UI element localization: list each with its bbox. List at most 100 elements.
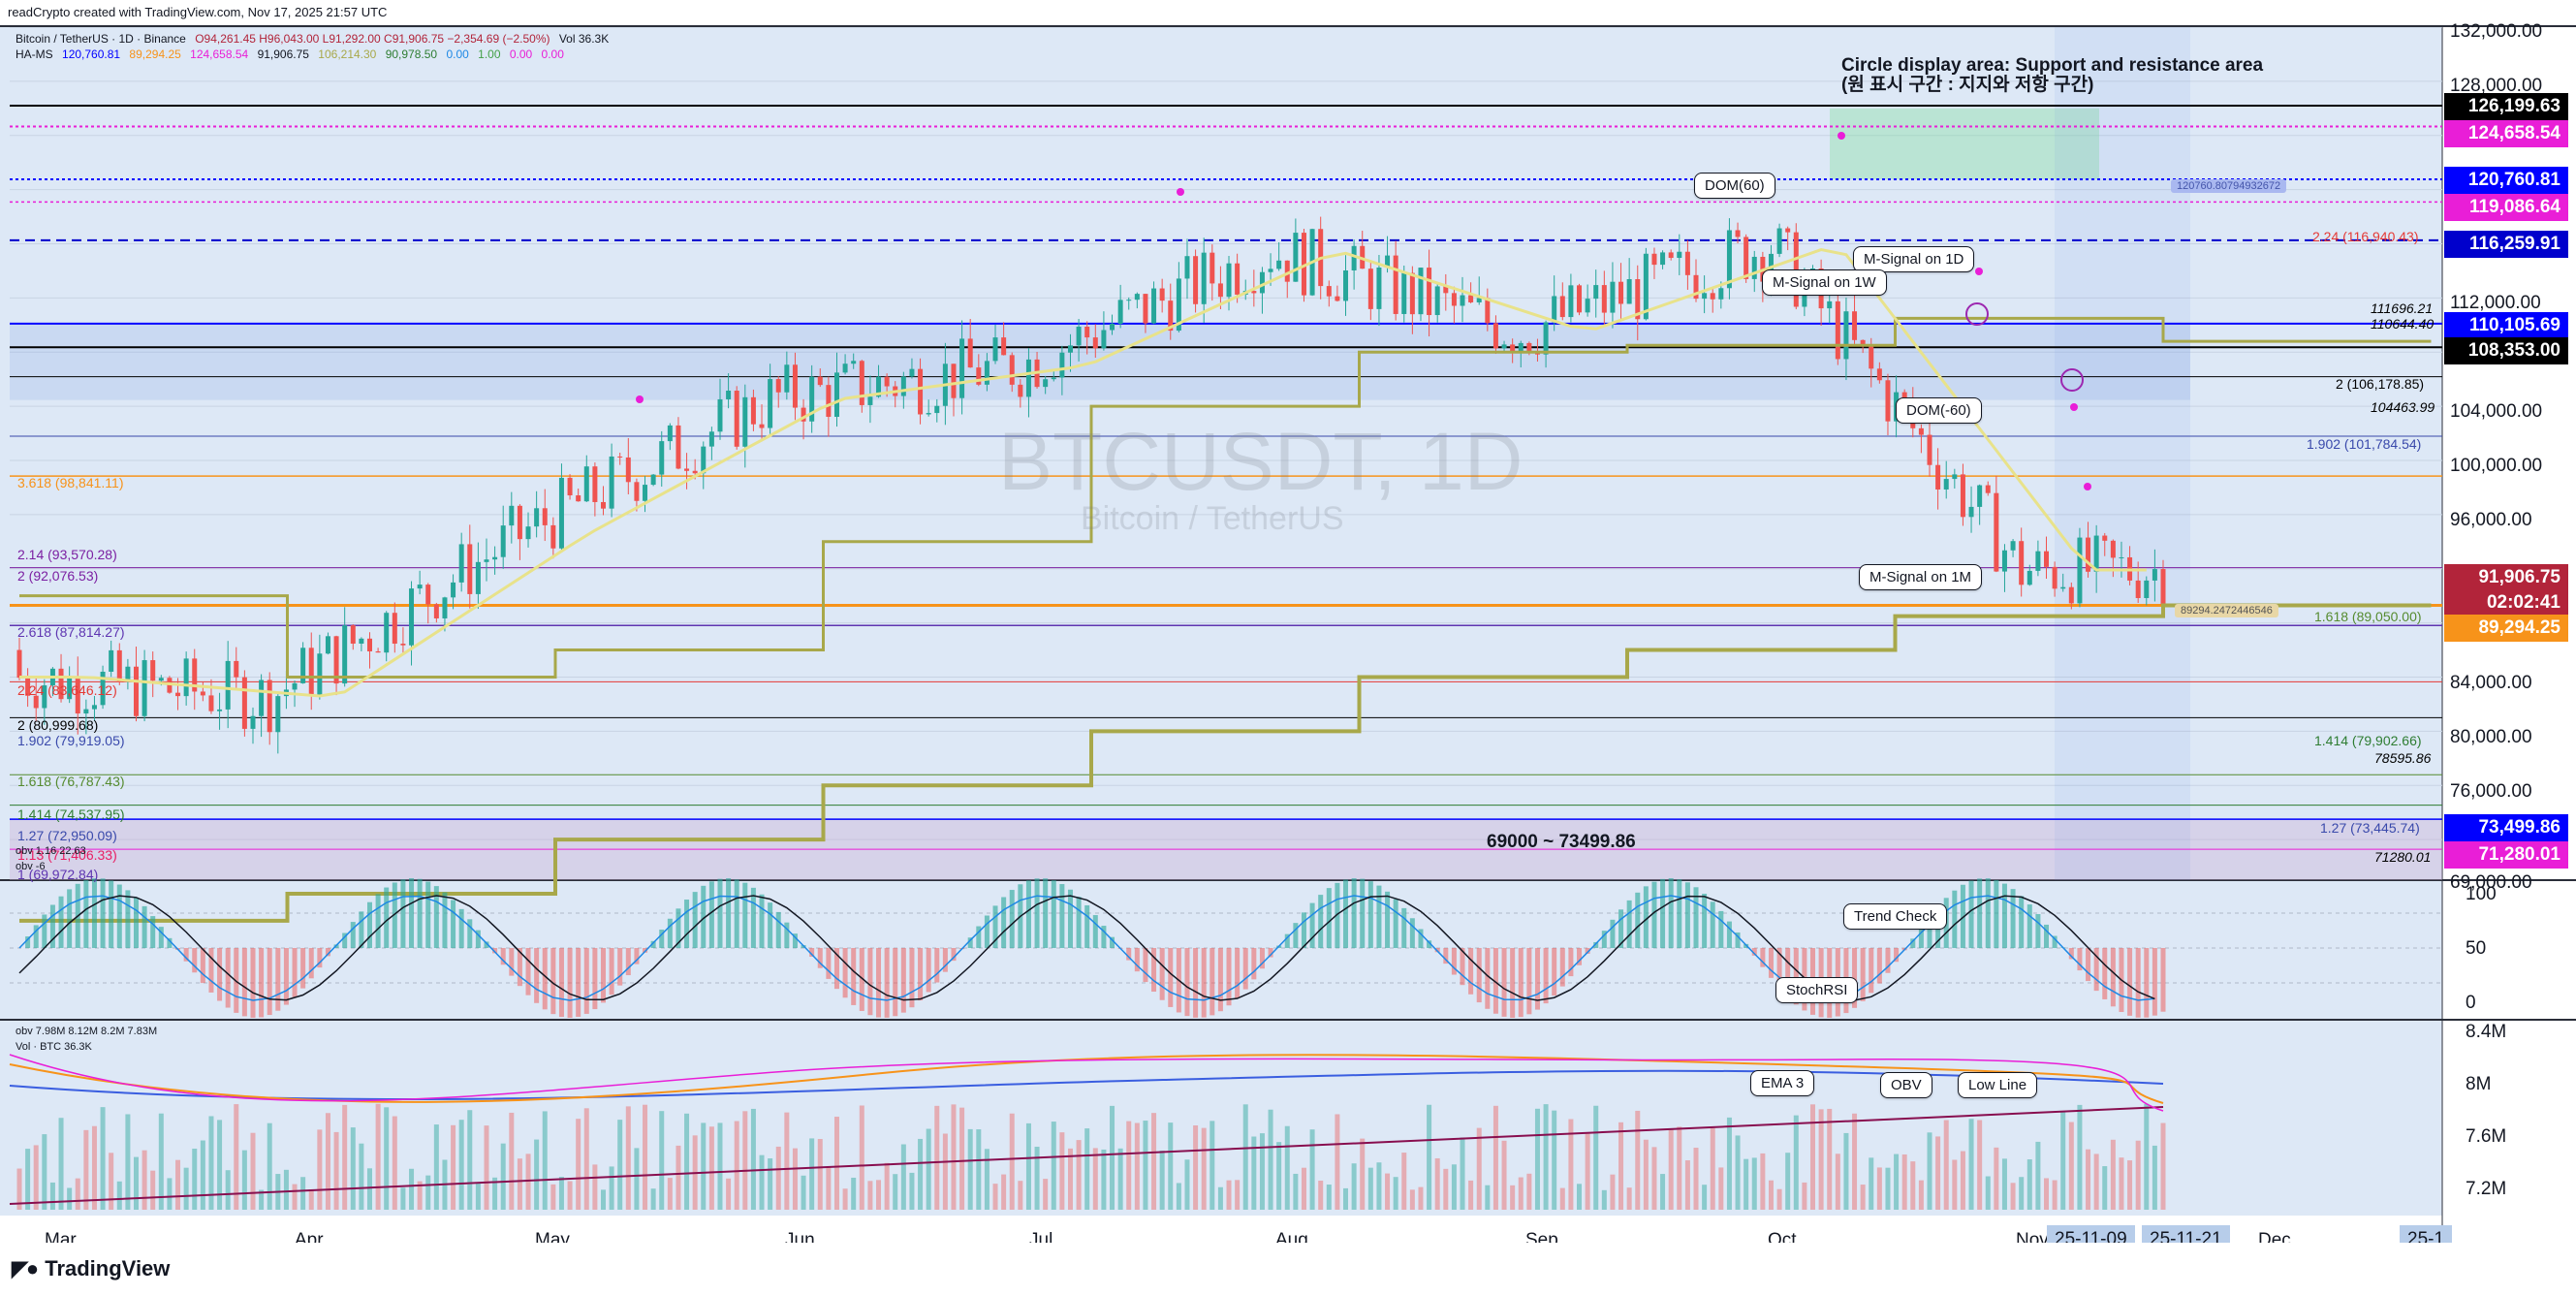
callout-trend-check[interactable]: Trend Check [1843,903,1948,930]
fib-right: 104463.99 [2371,399,2435,415]
osc-histogram-bar [1760,948,1766,967]
osc-histogram-bar [2077,948,2083,971]
callout-msignal-1w[interactable]: M-Signal on 1W [1762,269,1887,296]
price-axis-label: 128,000.00 [2450,76,2543,96]
osc-histogram-bar [1793,948,1799,1005]
osc-histogram-bar [918,948,924,1001]
osc-histogram-bar [1076,897,1082,948]
osc-histogram-bar [617,948,623,986]
osc-histogram-bar [1860,948,1866,1001]
fib-left: 1 (69,972.84) [17,867,99,882]
hams-value: 0.00 [541,47,564,61]
volume-bar [58,1118,64,1210]
candle-body [2086,537,2091,572]
volume-bar [167,1178,173,1210]
callout-ema3[interactable]: EMA 3 [1750,1070,1815,1096]
legend-vol: Vol 36.3K [558,32,610,46]
candle-body [1927,434,1932,465]
candle-body [300,648,306,683]
volume-bar [851,1177,857,1210]
volume-bar [208,1116,214,1210]
volume-bar [784,1112,790,1210]
callout-msignal-1d[interactable]: M-Signal on 1D [1853,246,1975,272]
volume-bar [1918,1180,1924,1210]
candle-body [1492,323,1498,349]
volume-bar [217,1120,223,1210]
tradingview-logo[interactable]: ◤● TradingView [12,1256,170,1281]
volume-bar [1910,1161,1916,1210]
callout-stochrsi[interactable]: StochRSI [1775,977,1859,1003]
osc-histogram-bar [1468,948,1474,995]
price-tag-ath: 126,199.63 [2444,93,2568,120]
callout-low-line[interactable]: Low Line [1958,1072,2038,1098]
candle-body [1735,230,1741,237]
osc-histogram-bar [2110,948,2116,1007]
price-tag: 108,353.00 [2444,337,2568,364]
candle-body [1744,237,1749,279]
osc-histogram-bar [1518,948,1524,1018]
osc-histogram-bar [1534,948,1540,1010]
volume-bar [934,1105,940,1210]
osc-histogram-bar [784,922,790,948]
legend-obv: obv 1.16 22.63 obv -6 [16,843,86,874]
candle-body [1751,256,1757,279]
candle-body [1601,285,1607,313]
candle-body [550,524,556,549]
volume-bar [500,1143,506,1210]
volume-bar [2060,1111,2066,1210]
volume-bar [525,1154,531,1210]
osc-histogram-bar [1568,948,1574,977]
osc-histogram-bar [109,880,114,948]
volume-bar [1460,1137,1465,1210]
osc-histogram-bar [267,948,272,1016]
volume-bar [1977,1120,1983,1210]
candle-body [1051,377,1056,380]
candle-body [1067,345,1073,353]
candle-body [2060,586,2066,589]
volume-bar [141,1150,147,1210]
candle-body [1702,293,1708,300]
osc-histogram-bar [317,948,323,968]
volume-bar [1259,1133,1265,1210]
volume-bar [809,1138,815,1210]
osc-histogram-bar [250,948,256,1018]
candle-body [1251,291,1257,294]
candle-body [1101,330,1107,349]
candle-body [1869,345,1874,369]
countdown-tag: 02:02:41 [2444,589,2568,616]
callout-msignal-1m[interactable]: M-Signal on 1M [1859,564,1983,590]
chart-background [0,27,2576,1243]
hams-value: 90,978.50 [385,47,438,61]
volume-bar [826,1166,832,1210]
volume-bar [801,1175,806,1210]
callout-dom-neg60[interactable]: DOM(-60) [1896,397,1982,424]
stochrsi-d-line [18,895,2155,1001]
volume-bar [759,1154,765,1210]
osc-histogram-bar [1585,948,1590,954]
osc-histogram-bar [2093,948,2099,992]
callout-obv[interactable]: OBV [1880,1072,1932,1098]
osc-histogram-bar [934,948,940,983]
osc-histogram-bar [625,948,631,976]
volume-bar [75,1178,80,1210]
osc-histogram-bar [1159,948,1165,1000]
volume-bar [842,1188,848,1210]
volume-bar [1876,1167,1882,1210]
candle-body [583,466,589,502]
volume-bar [918,1138,924,1210]
volume-bar [1176,1183,1181,1210]
volume-bar [1559,1187,1565,1210]
candle-body [1935,464,1941,490]
callout-dom60[interactable]: DOM(60) [1694,173,1775,199]
volume-bar [1343,1187,1349,1210]
volume-bar [1585,1132,1590,1210]
osc-histogram-bar [359,911,364,948]
osc-histogram-bar [192,948,198,973]
osc-histogram-bar [1768,948,1774,978]
candle-body [684,468,690,471]
candle-body [1693,274,1699,300]
chart-frame[interactable]: Bitcoin / TetherUS · 1D · Binance O94,26… [0,21,2576,1254]
volume-bar [1802,1182,1807,1210]
osc-histogram-bar [1143,948,1148,983]
price-chart-canvas[interactable] [0,27,2576,1243]
